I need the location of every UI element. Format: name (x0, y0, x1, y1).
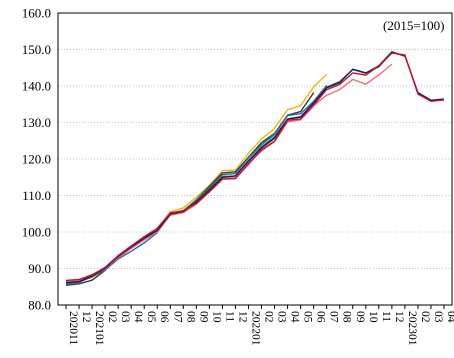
x-tick-label: 202011 (67, 311, 79, 345)
series-line-2 (65, 92, 315, 286)
series-lines (65, 51, 445, 286)
series-line-3 (65, 84, 328, 285)
x-tick-label: 04 (289, 311, 301, 323)
x-tick-label: 11 (380, 311, 392, 322)
x-tick-label: 202201 (249, 311, 261, 346)
x-tick-label: 09 (197, 311, 209, 323)
x-tick-label: 04 (445, 311, 454, 323)
x-tick-label: 07 (171, 311, 183, 323)
x-tick-label: 05 (302, 311, 314, 323)
series-line-7 (65, 52, 445, 282)
x-tick-label: 11 (223, 311, 235, 322)
plot-frame (57, 12, 453, 306)
x-axis-ticks: 202011 12 202101 02 03 04 05 06 07 08 09 10 11 12 2022… (65, 305, 454, 346)
x-tick-label: 202101 (93, 311, 105, 346)
y-tick-label: 80.0 (28, 298, 51, 313)
x-tick-label: 02 (419, 311, 431, 323)
y-tick-label: 140.0 (22, 79, 51, 94)
x-tick-label: 06 (158, 311, 170, 323)
series-line-1 (65, 73, 328, 284)
y-tick-label: 100.0 (22, 225, 51, 240)
x-tick-label: 12 (236, 311, 248, 323)
x-tick-label: 08 (184, 311, 196, 323)
x-tick-label: 08 (341, 311, 353, 323)
gridlines (58, 49, 452, 269)
x-tick-label: 10 (210, 311, 222, 323)
y-tick-label: 110.0 (22, 188, 51, 203)
y-tick-label: 150.0 (22, 42, 51, 57)
x-tick-label: 03 (276, 311, 288, 323)
x-tick-label: 03 (119, 311, 131, 323)
x-tick-label: 09 (354, 311, 366, 323)
x-tick-label: 06 (315, 311, 327, 323)
x-tick-label: 03 (432, 311, 444, 323)
x-tick-label: 05 (145, 311, 157, 323)
x-tick-label: 02 (263, 311, 275, 323)
y-tick-label: 90.0 (28, 261, 51, 276)
y-axis-ticks: 80.0 90.0 100.0 110.0 120.0 130.0 140.0 150.0 16… (22, 6, 51, 313)
y-tick-label: 160.0 (22, 6, 51, 21)
y-tick-label: 130.0 (22, 115, 51, 130)
x-tick-label: 02 (106, 311, 118, 323)
series-line-6 (65, 51, 445, 284)
base-year-note: (2015=100) (383, 18, 445, 33)
x-tick-label: 12 (80, 311, 92, 323)
x-tick-label: 10 (367, 311, 379, 323)
y-tick-label: 120.0 (22, 152, 51, 167)
x-tick-label: 07 (328, 311, 340, 323)
x-tick-label: 12 (393, 311, 405, 323)
x-tick-label: 202301 (406, 311, 418, 346)
x-tick-label: 04 (132, 311, 144, 323)
